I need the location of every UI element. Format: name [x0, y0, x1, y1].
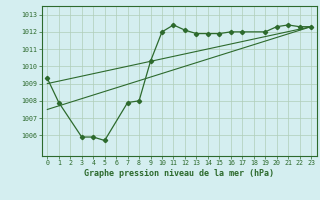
- X-axis label: Graphe pression niveau de la mer (hPa): Graphe pression niveau de la mer (hPa): [84, 169, 274, 178]
